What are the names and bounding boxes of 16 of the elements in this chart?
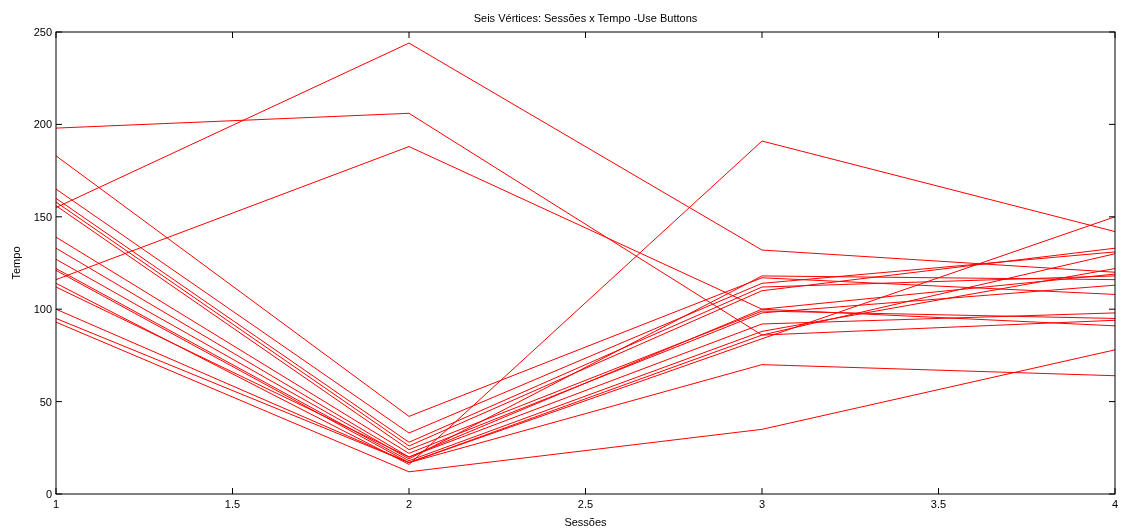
y-axis-title: Tempo (10, 246, 22, 280)
x-tick-label: 2.5 (577, 498, 594, 510)
x-tick-label: 4 (1111, 498, 1119, 510)
y-tick-label: 50 (39, 395, 52, 408)
x-axis-title: Sessões (564, 516, 608, 528)
x-tick-label: 1 (52, 498, 60, 510)
x-tick-label: 3.5 (930, 498, 947, 510)
y-tick-label: 0 (45, 488, 52, 500)
y-tick-label: 150 (33, 210, 52, 223)
x-tick-label: 2 (405, 498, 413, 510)
y-tick-label: 250 (33, 26, 52, 38)
y-tick-label: 100 (33, 303, 52, 316)
x-tick-label: 3 (758, 498, 766, 510)
y-tick-label: 200 (33, 118, 52, 131)
x-tick-label: 1.5 (224, 498, 241, 510)
chart-title: Seis Vértices: Sessões x Tempo -Use Buttons (473, 12, 698, 24)
